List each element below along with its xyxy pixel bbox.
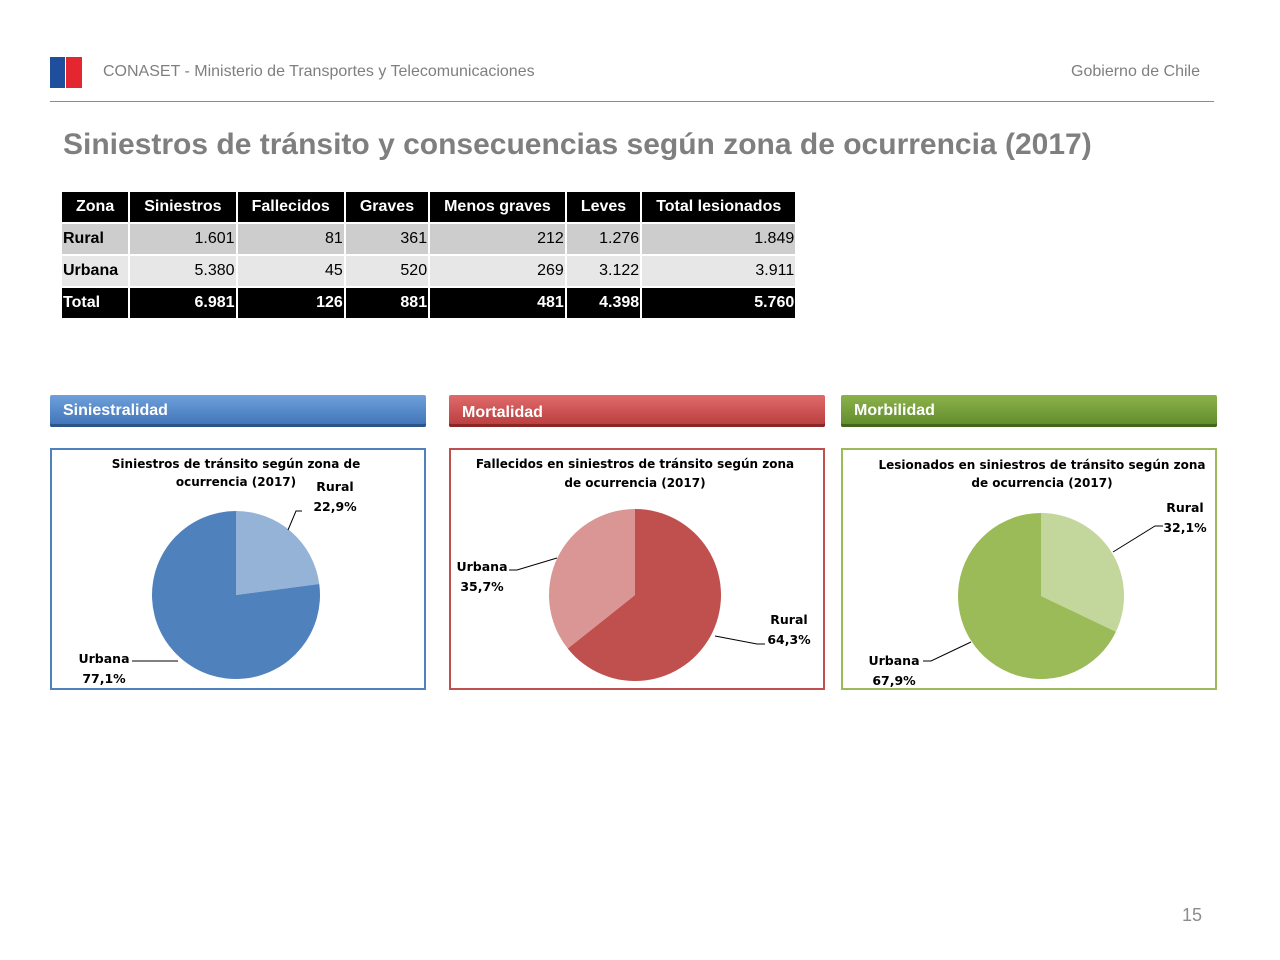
table-cell: 1.601 — [128, 222, 238, 256]
section-morbilidad: Morbilidad — [841, 395, 1217, 427]
data-label-rural-value: 64,3% — [767, 632, 811, 647]
data-label-rural-value: 32,1% — [1163, 520, 1207, 535]
summary-table: Zona Siniestros Fallecidos Graves Menos … — [59, 190, 798, 320]
table-cell: 269 — [428, 254, 567, 288]
col-header: Total lesionados — [640, 190, 798, 224]
col-header: Leves — [564, 190, 643, 224]
table-cell: 126 — [235, 286, 346, 320]
chart-title-line1: Lesionados en siniestros de tránsito seg… — [879, 458, 1206, 472]
section-mortalidad: Mortalidad — [449, 395, 825, 427]
table-cell: Total — [59, 286, 131, 320]
chart-title-line1: Siniestros de tránsito según zona de — [112, 457, 360, 471]
data-label-urbana-value: 35,7% — [460, 579, 504, 594]
table-cell: 4.398 — [564, 286, 643, 320]
chart-title-line2: ocurrencia (2017) — [176, 475, 296, 489]
chart-lesionados-panel: Lesionados en siniestros de tránsito seg… — [841, 448, 1217, 690]
data-label-urbana-name: Urbana — [456, 559, 507, 574]
table-cell: 6.981 — [128, 286, 238, 320]
table-cell: 45 — [235, 254, 346, 288]
header-organization: CONASET - Ministerio de Transportes y Te… — [103, 63, 535, 80]
table-row: Urbana 5.380 45 520 269 3.122 3.911 — [59, 254, 798, 288]
header-government: Gobierno de Chile — [1071, 63, 1200, 80]
page-title: Siniestros de tránsito y consecuencias s… — [63, 128, 1092, 161]
chart-title-line2: de ocurrencia (2017) — [971, 476, 1112, 490]
chart-title-line1: Fallecidos en siniestros de tránsito seg… — [476, 457, 794, 471]
table-cell: Urbana — [59, 254, 131, 288]
data-label-urbana-value: 77,1% — [82, 671, 126, 686]
table-cell: 481 — [428, 286, 567, 320]
header-divider — [50, 101, 1214, 102]
col-header: Graves — [343, 190, 431, 224]
leader-line-urbana — [509, 557, 558, 571]
col-header: Zona — [59, 190, 131, 224]
pie-slice-urbana — [549, 509, 635, 649]
table-cell: 81 — [235, 222, 346, 256]
page-number: 15 — [1181, 905, 1202, 925]
pie-chart-lesionados: Lesionados en siniestros de tránsito seg… — [868, 458, 1207, 688]
table-cell: 3.911 — [640, 254, 798, 288]
col-header: Siniestros — [128, 190, 238, 224]
table-cell: 361 — [343, 222, 431, 256]
flag-blue-stripe — [50, 57, 65, 88]
section-siniestralidad: Siniestralidad — [50, 395, 426, 427]
table-cell: 3.122 — [564, 254, 643, 288]
pie-slice-rural — [236, 511, 320, 595]
data-label-rural-value: 22,9% — [313, 499, 357, 514]
chart-siniestros-panel: Siniestros de tránsito según zona de ocu… — [50, 448, 426, 690]
pie-slice-urbana — [152, 511, 320, 679]
pie-slice-urbana — [957, 513, 1116, 679]
pie-chart-fallecidos: Fallecidos en siniestros de tránsito seg… — [456, 457, 811, 681]
pie-slices — [957, 513, 1124, 679]
leader-line-rural — [714, 635, 765, 645]
pie-slice-rural — [567, 509, 721, 681]
table-cell: 212 — [428, 222, 567, 256]
data-label-rural-name: Rural — [1166, 500, 1203, 515]
leader-line-rural — [1112, 525, 1163, 553]
data-label-urbana-name: Urbana — [78, 651, 129, 666]
pie-slices — [152, 511, 320, 679]
table-cell: 1.276 — [564, 222, 643, 256]
data-label-urbana-value: 67,9% — [872, 673, 916, 688]
table-cell: 881 — [343, 286, 431, 320]
pie-chart-siniestros: Siniestros de tránsito según zona de ocu… — [78, 457, 360, 686]
table-header-row: Zona Siniestros Fallecidos Graves Menos … — [59, 190, 798, 224]
col-header: Fallecidos — [235, 190, 346, 224]
leader-line-rural — [287, 510, 302, 531]
table-cell: 5.380 — [128, 254, 238, 288]
table-cell: 520 — [343, 254, 431, 288]
table-row: Rural 1.601 81 361 212 1.276 1.849 — [59, 222, 798, 256]
table-cell: 5.760 — [640, 286, 798, 320]
leader-line-urbana — [923, 641, 972, 662]
chile-flag-logo — [50, 57, 82, 88]
table-cell: 1.849 — [640, 222, 798, 256]
chart-title-line2: de ocurrencia (2017) — [564, 476, 705, 490]
data-label-rural-name: Rural — [316, 479, 353, 494]
pie-slices — [549, 509, 721, 681]
pie-slice-rural — [1041, 513, 1124, 632]
flag-red-stripe — [66, 57, 82, 88]
data-label-rural-name: Rural — [770, 612, 807, 627]
chart-fallecidos-panel: Fallecidos en siniestros de tránsito seg… — [449, 448, 825, 690]
col-header: Menos graves — [428, 190, 567, 224]
table-row-total: Total 6.981 126 881 481 4.398 5.760 — [59, 286, 798, 320]
data-label-urbana-name: Urbana — [868, 653, 919, 668]
table-cell: Rural — [59, 222, 131, 256]
